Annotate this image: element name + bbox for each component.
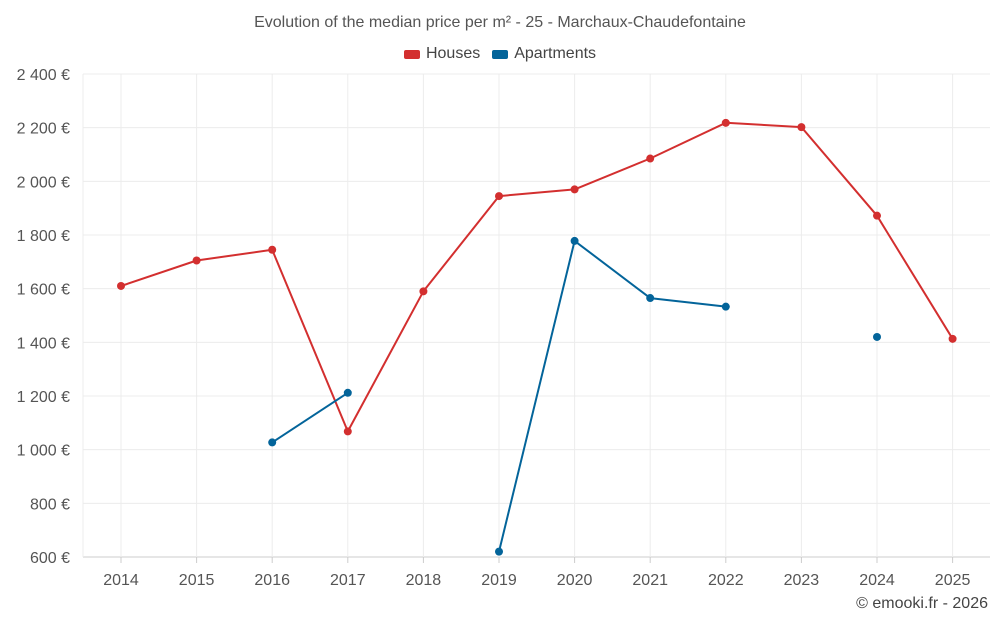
legend-swatch-houses [403, 49, 420, 59]
data-point-apartments [570, 236, 579, 245]
y-tick-label: 1 600 € [17, 282, 70, 299]
chart-title: Evolution of the median price per m² - 2… [254, 14, 746, 31]
x-tick-label: 2022 [708, 572, 744, 589]
x-tick-label: 2014 [103, 572, 139, 589]
data-point-apartments [268, 438, 277, 447]
x-tick-label: 2019 [481, 572, 517, 589]
x-tick-label: 2021 [632, 572, 668, 589]
y-tick-label: 1 800 € [17, 228, 70, 245]
data-point-houses [873, 211, 881, 220]
x-tick-label: 2017 [330, 572, 366, 589]
data-point-houses [646, 154, 655, 163]
data-point-houses [721, 118, 730, 127]
x-tick-label: 2020 [557, 572, 593, 589]
data-point-houses [343, 427, 352, 436]
legend-label-houses: Houses [425, 45, 481, 62]
y-tick-label: 800 € [30, 496, 70, 513]
data-point-apartments [495, 547, 503, 556]
x-tick-label: 2016 [254, 572, 290, 589]
y-tick-label: 2 400 € [17, 67, 70, 84]
x-tick-label: 2018 [406, 572, 442, 589]
copyright-credit: © emooki.fr - 2026 [856, 595, 988, 612]
legend-item-houses[interactable]: Houses [403, 45, 481, 63]
data-point-houses [268, 245, 277, 254]
series-line-apartments [271, 391, 349, 444]
data-point-apartments [721, 302, 730, 311]
y-tick-label: 2 000 € [17, 174, 70, 191]
legend-swatch-apartments [492, 49, 509, 59]
series-line-houses [120, 121, 954, 433]
data-point-apartments [343, 388, 352, 397]
data-point-houses [948, 334, 957, 343]
y-tick-label: 2 200 € [17, 121, 70, 138]
x-tick-label: 2015 [179, 572, 215, 589]
chart-legend: Houses Apartments [0, 45, 1000, 63]
data-point-houses [495, 192, 503, 201]
y-tick-label: 1 400 € [17, 335, 70, 352]
x-tick-label: 2023 [784, 572, 820, 589]
legend-label-apartments: Apartments [514, 45, 597, 62]
data-point-houses [797, 123, 806, 132]
data-point-houses [570, 185, 579, 194]
x-tick-label: 2025 [935, 572, 971, 589]
y-tick-label: 600 € [30, 550, 70, 567]
data-point-houses [419, 287, 428, 296]
series-line-apartments [498, 239, 726, 552]
y-tick-label: 1 200 € [17, 389, 70, 406]
legend-item-apartments[interactable]: Apartments [492, 45, 596, 63]
x-tick-label: 2024 [859, 572, 895, 589]
data-point-apartments [873, 332, 881, 341]
y-tick-label: 1 000 € [17, 443, 70, 460]
data-point-houses [192, 256, 201, 265]
data-point-apartments [646, 294, 655, 303]
data-point-houses [117, 281, 125, 290]
